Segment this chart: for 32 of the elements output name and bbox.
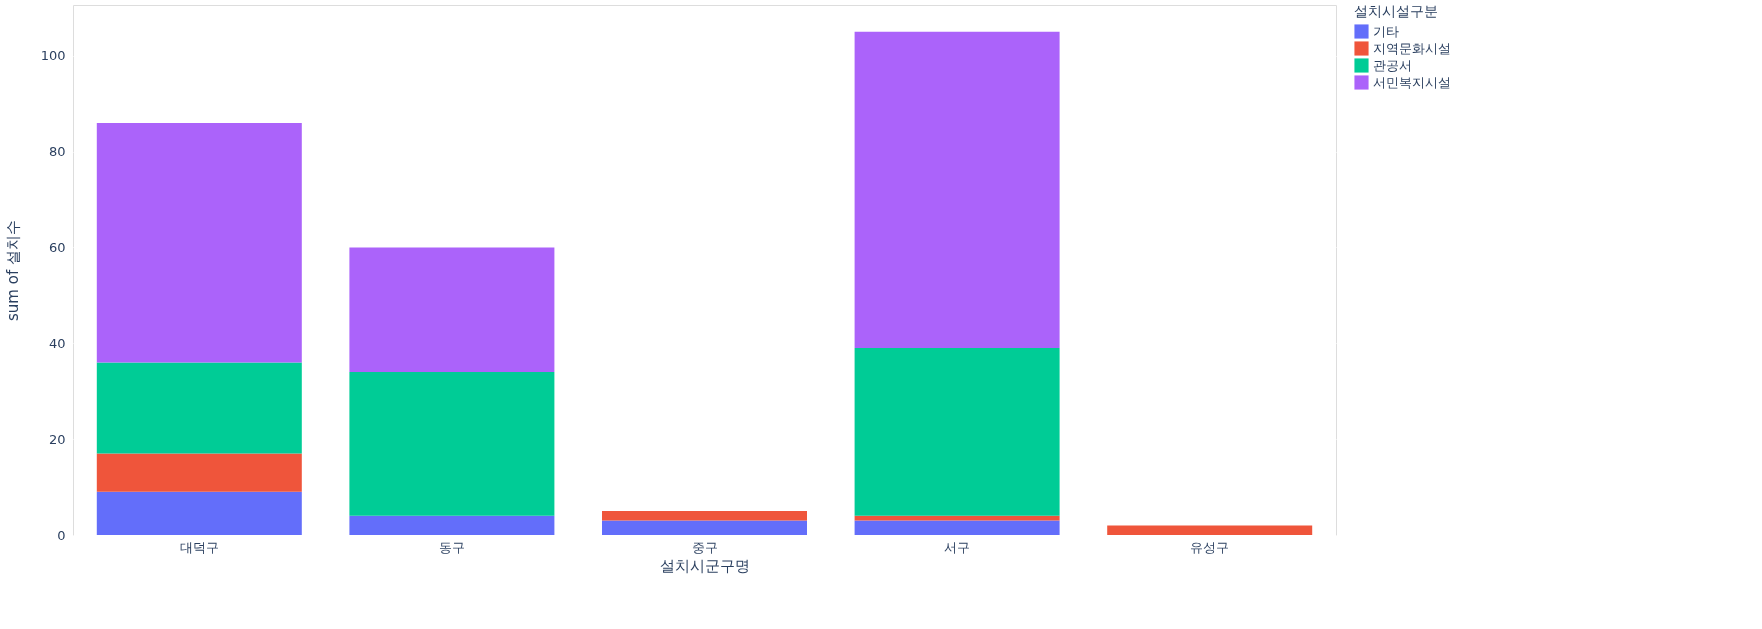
y-axis-title: sum of 설치수 bbox=[3, 220, 22, 321]
x-tick-label: 서구 bbox=[944, 539, 971, 555]
bar bbox=[349, 515, 555, 535]
bar bbox=[854, 31, 1060, 349]
y-tick-label: 0 bbox=[57, 527, 66, 543]
bar bbox=[1107, 525, 1313, 535]
y-tick-label: 20 bbox=[48, 431, 66, 447]
bar bbox=[96, 122, 302, 363]
bar bbox=[96, 491, 302, 535]
bar bbox=[602, 520, 807, 535]
bar bbox=[349, 247, 555, 373]
bar bbox=[854, 515, 1060, 521]
y-tick-label: 100 bbox=[40, 48, 66, 64]
legend-title: 설치시설구분 bbox=[1354, 3, 1438, 19]
bar bbox=[349, 372, 555, 516]
y-tick-label: 60 bbox=[48, 239, 66, 255]
y-tick-label: 40 bbox=[48, 335, 66, 351]
bar bbox=[96, 362, 302, 454]
x-axis-title: 설치시군구명 bbox=[660, 556, 750, 575]
legend-label: 관공서 bbox=[1373, 57, 1412, 73]
y-tick-label: 80 bbox=[48, 144, 66, 160]
x-tick-label: 유성구 bbox=[1190, 539, 1230, 555]
legend-label: 기타 bbox=[1373, 23, 1399, 39]
bar bbox=[602, 511, 807, 521]
x-tick-label: 동구 bbox=[438, 539, 465, 555]
legend-label: 서민복지시설 bbox=[1373, 74, 1451, 90]
x-tick-label: 대덕구 bbox=[179, 539, 219, 555]
x-tick-label: 중구 bbox=[691, 539, 718, 555]
legend-label: 지역문화시설 bbox=[1373, 40, 1451, 56]
bar bbox=[96, 453, 302, 492]
bar bbox=[854, 520, 1060, 535]
bar bbox=[854, 348, 1060, 516]
